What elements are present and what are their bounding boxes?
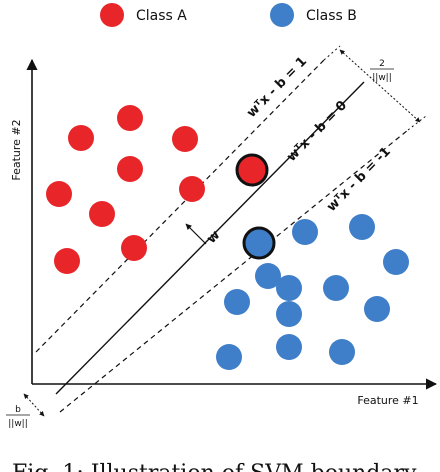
lower-margin-label: wᵀx - b = -1 bbox=[324, 144, 394, 215]
class-a-support-vector bbox=[235, 153, 269, 187]
legend: Class A Class B bbox=[100, 3, 357, 27]
class-a-point bbox=[117, 105, 143, 131]
class-a-point bbox=[179, 176, 205, 202]
class-b-point bbox=[255, 263, 281, 289]
decision-boundary-line bbox=[55, 81, 365, 395]
normal-vector-label: w bbox=[204, 228, 223, 247]
class-b-support-vector bbox=[242, 226, 276, 260]
class-b-point bbox=[323, 275, 349, 301]
margin-width-arrow bbox=[339, 49, 421, 123]
class-a-point bbox=[68, 125, 94, 151]
lower-margin-line bbox=[59, 129, 409, 413]
offset-annotation: b ||w|| bbox=[6, 393, 45, 429]
margin-width-denominator: ||w|| bbox=[372, 73, 392, 83]
offset-numerator: b bbox=[15, 405, 21, 415]
class-b-point bbox=[276, 334, 302, 360]
offset-denominator: ||w|| bbox=[8, 419, 28, 429]
class-a-point bbox=[54, 248, 80, 274]
class-a-point bbox=[89, 201, 115, 227]
decision-boundary-label: wᵀx - b = 0 bbox=[284, 98, 350, 165]
figure-caption: Fig. 1: Illustration of SVM boundary bbox=[12, 461, 417, 472]
class-b-point bbox=[329, 339, 355, 365]
margin-tick-top bbox=[323, 45, 341, 61]
class-b-point bbox=[349, 214, 375, 240]
class-b-point bbox=[292, 219, 318, 245]
x-axis-title: Feature #1 bbox=[357, 394, 418, 407]
class-b-points bbox=[216, 214, 409, 370]
class-b-point bbox=[383, 249, 409, 275]
class-a-point bbox=[117, 156, 143, 182]
class-a-point bbox=[172, 126, 198, 152]
y-axis-title: Feature #2 bbox=[10, 119, 23, 180]
class-a-point bbox=[121, 235, 147, 261]
class-b-point bbox=[216, 344, 242, 370]
class-a-point bbox=[46, 181, 72, 207]
margin-tick-bottom bbox=[407, 115, 427, 131]
legend-label-class-b: Class B bbox=[306, 8, 357, 24]
margin-width-annotation: 2 ||w|| bbox=[323, 45, 427, 131]
class-b-point bbox=[224, 289, 250, 315]
axes: Feature #2 Feature #1 bbox=[10, 58, 438, 407]
margin-width-numerator: 2 bbox=[379, 59, 385, 69]
class-b-point bbox=[276, 301, 302, 327]
offset-arrow bbox=[23, 393, 45, 417]
legend-marker-class-a bbox=[100, 3, 124, 27]
class-b-point bbox=[276, 275, 302, 301]
upper-margin-label: wᵀx - b = 1 bbox=[244, 54, 310, 121]
class-b-point bbox=[364, 296, 390, 322]
legend-label-class-a: Class A bbox=[136, 8, 187, 24]
legend-marker-class-b bbox=[270, 3, 294, 27]
class-a-points bbox=[46, 105, 269, 274]
normal-vector-arrow bbox=[185, 223, 207, 245]
